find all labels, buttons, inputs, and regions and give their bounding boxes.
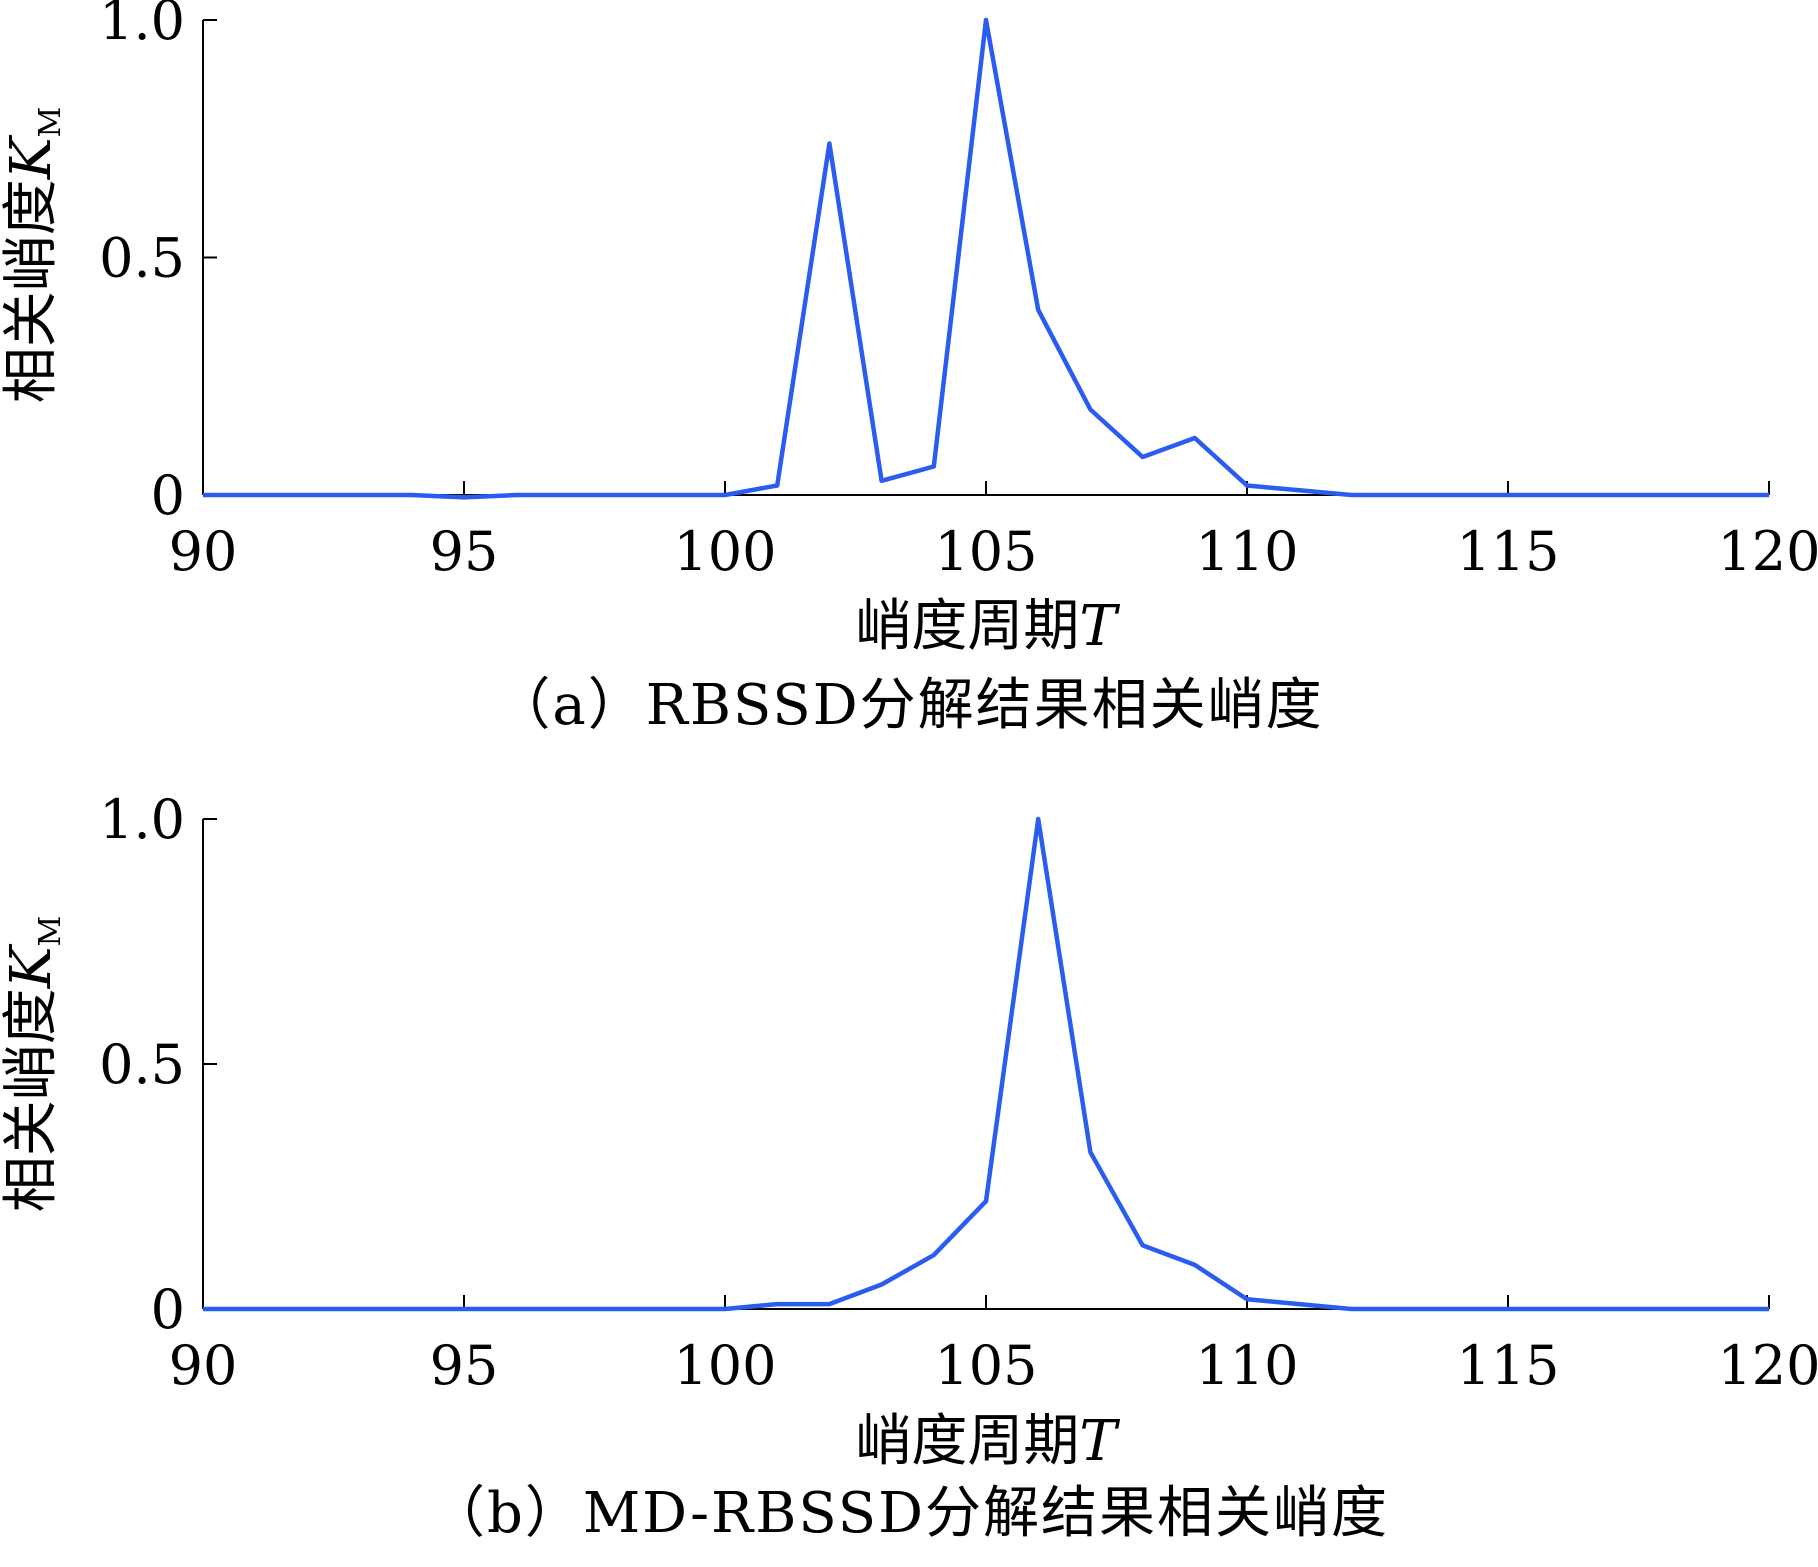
panel-a-x-tick-label: 95 — [430, 520, 499, 583]
panel-a-x-axis-label-text: 峭度周期 — [855, 594, 1079, 659]
panel-b-y-axis-label-sub: M — [33, 916, 68, 947]
panel-a-y-axis-label-sub: M — [33, 107, 68, 138]
panel-a-x-tick-label: 105 — [934, 520, 1037, 583]
panel-a-y-tick-label: 0 — [151, 464, 185, 527]
panel-b-x-tick-label: 105 — [934, 1334, 1037, 1397]
panel-a-x-tick-label: 90 — [169, 520, 238, 583]
panel-a-y-axis-label-var: K — [0, 134, 64, 180]
panel-b-y-axis-label-text: 相关峭度 — [0, 988, 64, 1212]
panel-b-x-axis-label-var: T — [1079, 1409, 1120, 1474]
panel-a-x-axis-label: 峭度周期T — [855, 594, 1120, 659]
panel-b-y-tick-label: 0.5 — [99, 1033, 185, 1096]
panel-b-y-tick-label: 1.0 — [99, 788, 185, 851]
panel-b-x-tick-label: 100 — [673, 1334, 776, 1397]
panel-a-y-axis-label: 相关峭度KM — [0, 107, 68, 404]
panel-b-caption: （b）MD-RBSSD分解结果相关峭度 — [428, 1481, 1389, 1546]
panel-b-x-tick-label: 110 — [1195, 1334, 1298, 1397]
panel-a-series-line — [203, 17, 1769, 500]
panel-a-x-tick-label: 100 — [673, 520, 776, 583]
panel-a-x-tick-label: 115 — [1456, 520, 1559, 583]
panel-b-x-tick-label: 115 — [1456, 1334, 1559, 1397]
panel-b-series-line — [203, 816, 1769, 1312]
panel-b-x-axis-label-text: 峭度周期 — [855, 1409, 1079, 1474]
panel-b-x-axis-label: 峭度周期T — [855, 1409, 1120, 1474]
panel-b-x-tick-label: 95 — [430, 1334, 499, 1397]
panel-a-x-tick-label: 120 — [1717, 520, 1818, 583]
panel-a-x-axis-label-var: T — [1079, 594, 1120, 659]
panel-b-x-tick-label: 120 — [1717, 1334, 1818, 1397]
panel-b-y-axis-label: 相关峭度KM — [0, 916, 68, 1213]
panel-a-y-axis-label-text: 相关峭度 — [0, 179, 64, 403]
panel-a-x-tick-label: 110 — [1195, 520, 1298, 583]
panel-b-plot: 90 95 100 105 110 115 120 0 0.5 1.0 峭度周期T 相关峭度KM — [0, 788, 1818, 1474]
panel-b-y-tick-label: 0 — [151, 1278, 185, 1341]
panel-a-y-tick-label: 0.5 — [99, 227, 185, 290]
panel-b-y-axis-label-var: K — [0, 943, 64, 989]
panel-a-y-tick-label: 1.0 — [99, 0, 185, 52]
panel-b-x-tick-label: 90 — [169, 1334, 238, 1397]
panel-a-caption: （a）RBSSD分解结果相关峭度 — [494, 673, 1324, 738]
panel-a-plot: 90 95 100 105 110 115 120 0 0.5 1.0 峭度周期T 相关峭度KM — [0, 0, 1818, 659]
